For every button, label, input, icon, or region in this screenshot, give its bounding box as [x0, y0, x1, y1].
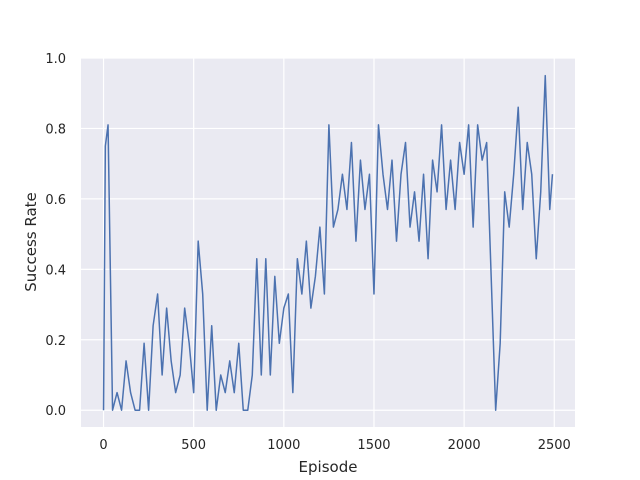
x-tick-label: 2500 — [538, 438, 571, 453]
x-tick-label: 1000 — [267, 438, 300, 453]
y-axis-label: Success Rate — [22, 192, 40, 292]
y-tick-label: 0.4 — [45, 263, 66, 278]
y-tick-label: 1.0 — [45, 52, 66, 67]
y-tick-label: 0.2 — [45, 334, 66, 349]
x-tick-label: 2000 — [448, 438, 481, 453]
x-tick-label: 0 — [99, 438, 107, 453]
plot-area — [81, 58, 575, 427]
y-tick-label: 0.8 — [45, 122, 66, 137]
data-line — [102, 74, 554, 411]
y-tick-label: 0.6 — [45, 193, 66, 208]
y-tick-label: 0.0 — [45, 404, 66, 419]
x-tick-label: 1500 — [357, 438, 390, 453]
x-axis-label: Episode — [299, 458, 358, 476]
x-tick-label: 500 — [181, 438, 206, 453]
